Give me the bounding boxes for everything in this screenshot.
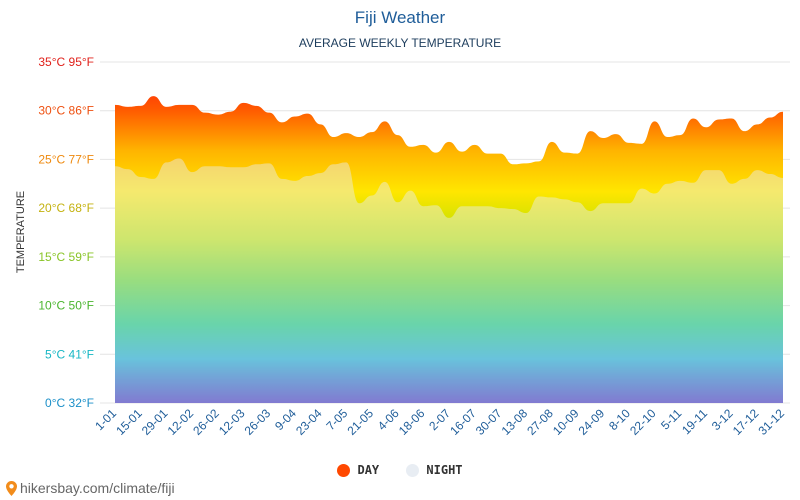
x-tick-label: 16-07 — [447, 406, 479, 438]
y-tick-label: 25°C 77°F — [38, 152, 94, 166]
x-tick-label: 17-12 — [730, 406, 762, 438]
legend-day[interactable]: DAY — [337, 463, 379, 477]
x-tick-label: 19-11 — [679, 406, 710, 437]
y-tick-label: 20°C 68°F — [38, 201, 94, 215]
legend-night-dot — [406, 463, 420, 477]
x-tick-label: 24-09 — [576, 406, 608, 438]
legend-day-label: DAY — [357, 463, 380, 477]
x-tick-label: 27-08 — [524, 406, 556, 438]
y-tick-label: 10°C 50°F — [38, 299, 94, 313]
legend-night-label: NIGHT — [426, 463, 463, 477]
legend-night[interactable]: NIGHT — [406, 463, 463, 477]
night-area — [115, 158, 783, 403]
chart-subtitle: AVERAGE WEEKLY TEMPERATURE — [298, 36, 502, 50]
x-tick-label: 23-04 — [293, 406, 325, 438]
x-tick-label: 10-09 — [550, 406, 582, 438]
x-tick-label: 18-06 — [396, 406, 428, 438]
footer-text: hikersbay.com/climate/fiji — [20, 480, 175, 496]
x-tick-label: 26-02 — [190, 406, 222, 438]
x-tick-label: 31-12 — [756, 406, 788, 438]
x-tick-label: 26-03 — [242, 406, 274, 438]
chart-title: Fiji Weather — [354, 8, 446, 27]
x-tick-label: 22-10 — [627, 406, 659, 438]
day-area — [115, 96, 783, 403]
x-tick-label: 13-08 — [499, 406, 531, 438]
y-tick-label: 5°C 41°F — [45, 347, 94, 361]
x-tick-label: 12-03 — [216, 406, 248, 438]
x-tick-label: 12-02 — [165, 406, 197, 438]
y-tick-label: 30°C 86°F — [38, 104, 94, 118]
y-tick-label: 35°C 95°F — [38, 55, 94, 69]
x-tick-label: 21-05 — [344, 406, 376, 438]
x-tick-label: 29-01 — [139, 406, 171, 438]
legend: DAY NIGHT — [0, 463, 800, 480]
x-tick-label: 30-07 — [473, 406, 505, 438]
x-tick-label: 15-01 — [113, 406, 145, 438]
y-axis-label: TEMPERATURE — [15, 190, 27, 274]
legend-day-dot — [337, 463, 351, 477]
temperature-chart: 0°C 32°F 5°C 41°F 10°C 50°F 15°C 59°F 20°C 6… — [38, 55, 790, 438]
location-pin-icon — [6, 480, 17, 496]
footer-link[interactable]: hikersbay.com/climate/fiji — [6, 480, 175, 496]
y-tick-label: 15°C 59°F — [38, 250, 94, 264]
y-tick-label: 0°C 32°F — [45, 396, 94, 410]
